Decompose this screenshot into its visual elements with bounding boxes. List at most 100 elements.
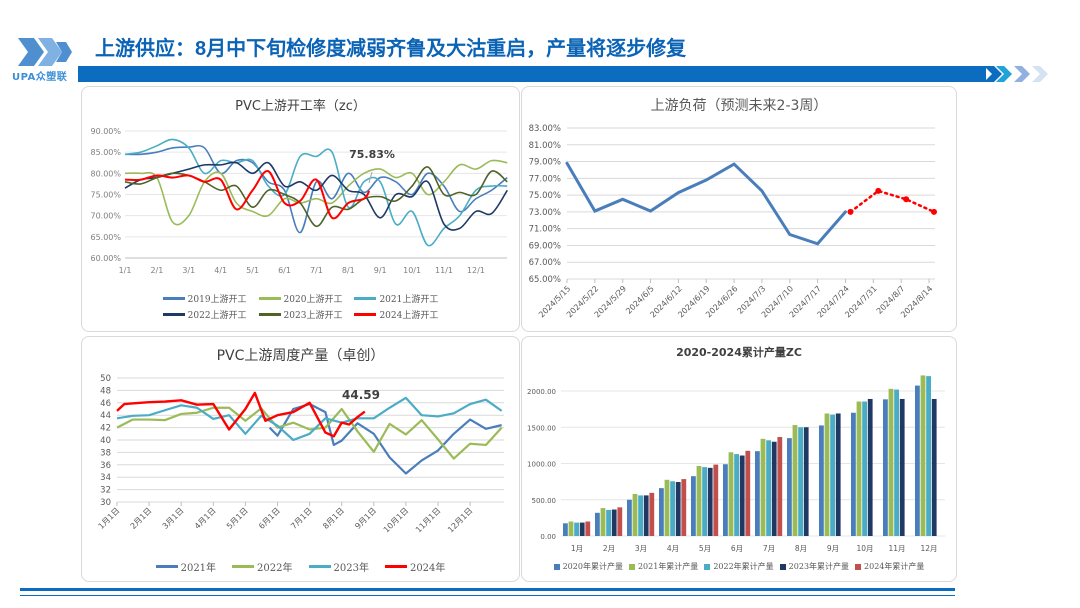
footer-line-thin: [20, 595, 955, 596]
y-tick-label: 77.00%: [529, 174, 561, 184]
x-tick-label: 10月: [856, 544, 873, 553]
bar: [659, 488, 664, 536]
bar: [691, 476, 696, 536]
y-tick-label: 40: [100, 436, 111, 446]
page-title: 上游供应：8月中下旬检修度减弱齐鲁及大沽重启，产量将逐步修复: [95, 38, 687, 60]
bar: [803, 427, 809, 536]
chart-panel-operating-rate: PVC上游开工率（zc） 2019上游开工 2020上游开工 2021上游开工 20…: [81, 86, 520, 332]
y-tick-label: 65.00%: [90, 233, 121, 242]
bar: [755, 451, 760, 536]
chart-legend: 2021年 2022年 2023年 2024年: [82, 559, 519, 574]
y-tick-label: 2000.00: [527, 388, 556, 396]
y-tick-label: 42: [100, 424, 111, 434]
y-tick-label: 34: [100, 473, 111, 483]
legend-swatch: [162, 297, 185, 300]
y-tick-label: 83.00%: [529, 124, 561, 134]
chart-legend: 2020年累计产量 2021年累计产量 2022年累计产量 2023年累计产量 2024…: [522, 561, 956, 572]
logo-text: UPA众塑联: [12, 72, 68, 83]
bar: [766, 440, 771, 536]
x-tick-label: 12/1: [467, 266, 485, 275]
x-tick-label: 5月1日: [225, 506, 250, 531]
x-tick-label: 11/1: [435, 266, 453, 275]
y-tick-label: 38: [100, 448, 111, 458]
bar: [819, 425, 824, 536]
legend-item: 2021年: [155, 559, 216, 574]
y-tick-label: 81.00%: [529, 141, 561, 151]
y-tick-label: 90.00%: [90, 127, 121, 136]
bar: [707, 467, 713, 536]
footer-line: [20, 588, 955, 591]
bar: [888, 388, 894, 536]
y-tick-label: 36: [100, 461, 111, 471]
x-tick-label: 10月1日: [382, 506, 410, 534]
x-tick-label: 4月: [667, 544, 679, 553]
x-tick-label: 8/1: [342, 266, 355, 275]
y-tick-label: 1000.00: [527, 461, 556, 469]
bar: [883, 399, 888, 536]
bar: [611, 509, 617, 536]
y-tick-label: 67.00%: [529, 258, 561, 268]
x-tick-label: 10/1: [403, 266, 421, 275]
legend-swatch: [308, 565, 331, 568]
forecast-point: [875, 187, 882, 194]
data-label-latest: 44.59: [342, 388, 380, 402]
legend-swatch: [779, 563, 786, 570]
legend-swatch: [553, 563, 560, 570]
bar: [563, 523, 568, 536]
y-tick-label: 70.00%: [90, 212, 121, 221]
bar: [595, 512, 600, 536]
x-tick-label: 5/1: [246, 266, 259, 275]
forecast-point: [931, 208, 937, 215]
bar: [670, 481, 675, 536]
series-line: [268, 402, 502, 475]
x-tick-label: 9月: [827, 544, 839, 553]
legend-swatch: [704, 563, 711, 570]
bar: [585, 521, 591, 536]
bar: [617, 507, 623, 536]
bar: [787, 438, 792, 536]
x-tick-label: 9/1: [374, 266, 387, 275]
y-tick-label: 500.00: [532, 497, 557, 505]
y-tick-label: 65.00%: [529, 275, 561, 285]
bar: [606, 509, 611, 536]
legend-label: 2024年累计产量: [864, 562, 925, 571]
legend-item: 2020年累计产量: [553, 561, 623, 572]
x-tick-label: 11月: [888, 544, 905, 553]
y-tick-label: 32: [100, 486, 111, 496]
legend-item: 2021上游开工: [354, 292, 438, 305]
y-tick-label: 0.00: [540, 533, 556, 541]
bar: [824, 413, 830, 536]
legend-item: 2024年累计产量: [855, 561, 924, 572]
x-tick-label: 6月1日: [257, 506, 282, 531]
x-tick-label: 8月1日: [321, 506, 346, 531]
bar: [835, 413, 841, 536]
bar: [702, 467, 707, 536]
series-line: [124, 138, 508, 247]
bar: [734, 454, 739, 536]
legend-label: 2024年: [409, 563, 446, 574]
legend-item: 2021年累计产量: [628, 561, 698, 572]
bar: [931, 398, 937, 536]
bar: [915, 385, 920, 536]
bar: [723, 464, 728, 536]
legend-swatch: [258, 313, 281, 316]
legend-label: 2022上游开工: [187, 311, 247, 321]
bar: [894, 389, 899, 536]
bar: [675, 481, 681, 536]
series-line: [116, 391, 366, 438]
legend-item: 2022年累计产量: [704, 561, 774, 572]
bar: [830, 414, 835, 536]
bar: [681, 479, 687, 536]
x-tick-label: 6月: [731, 544, 743, 553]
y-tick-label: 79.00%: [529, 158, 561, 168]
legend-swatch: [162, 313, 185, 316]
x-tick-label: 1月: [571, 544, 583, 553]
legend-swatch: [628, 563, 635, 570]
legend-label: 2024上游开工: [379, 311, 439, 321]
bar: [745, 450, 751, 536]
chart-legend: 2019上游开工 2020上游开工 2021上游开工: [82, 292, 519, 305]
y-tick-label: 30: [100, 498, 111, 508]
chart-legend: 2022上游开工 2023上游开工 2024上游开工: [82, 308, 519, 321]
bar: [632, 493, 638, 536]
bar: [739, 455, 745, 536]
